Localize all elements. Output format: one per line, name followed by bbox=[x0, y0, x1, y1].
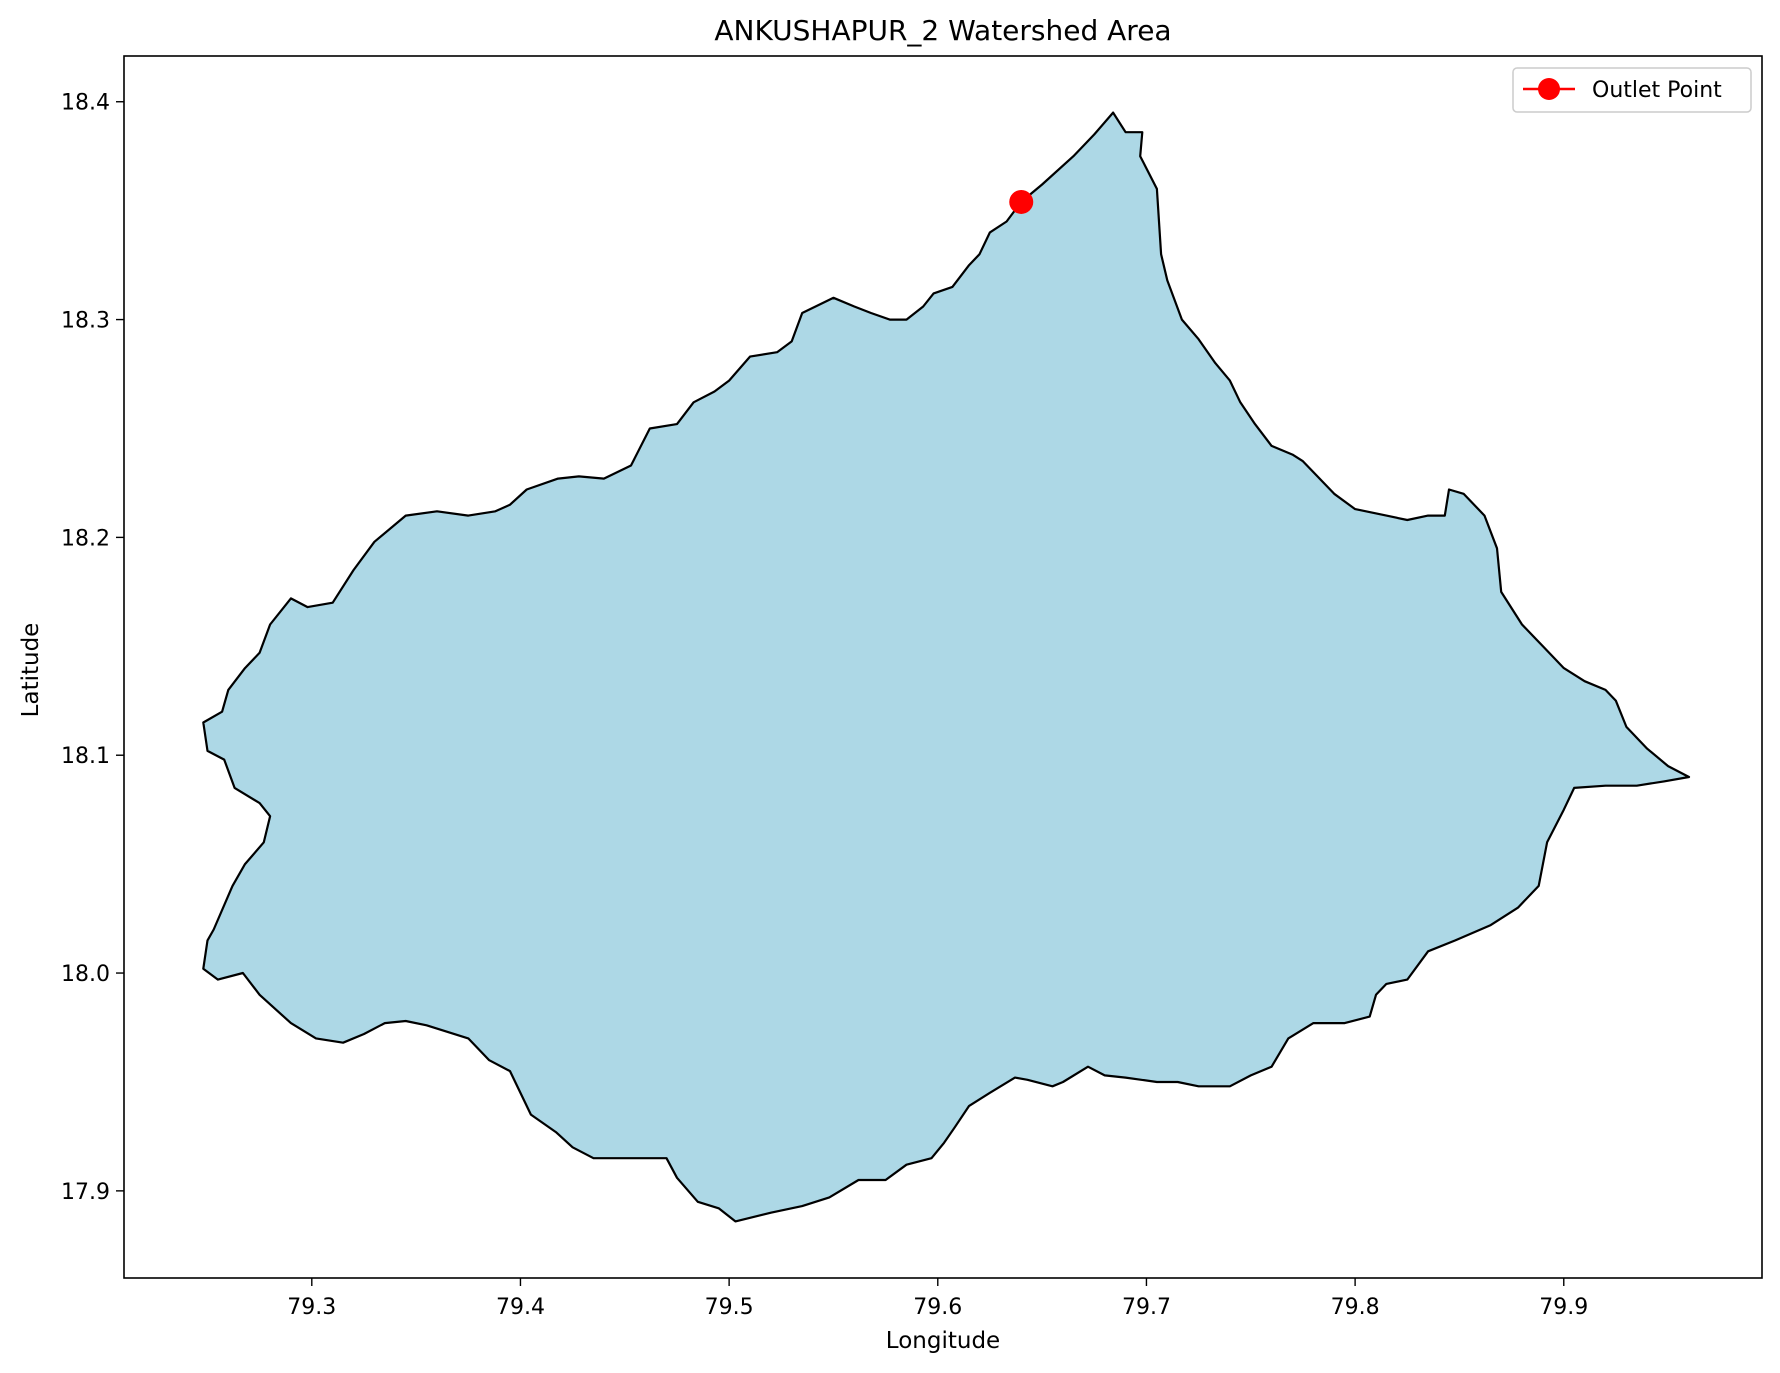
legend-box bbox=[1512, 67, 1752, 113]
x-tick-label: 79.9 bbox=[1539, 1295, 1588, 1320]
y-tick-label: 18.1 bbox=[61, 744, 110, 769]
legend-label-outlet: Outlet Point bbox=[1592, 78, 1722, 103]
axes-frame bbox=[123, 55, 1763, 1279]
x-axis: 79.3 79.4 79.5 79.6 79.7 79.8 79.9 bbox=[287, 1278, 1588, 1320]
legend-marker-dot bbox=[1538, 78, 1560, 100]
y-tick-label: 18.4 bbox=[61, 91, 110, 116]
x-tick-label: 79.5 bbox=[705, 1295, 754, 1320]
outlet-point bbox=[1009, 189, 1034, 214]
y-axis-label: Latitude bbox=[18, 623, 44, 718]
watershed-polygon bbox=[202, 111, 1691, 1223]
x-tick-label: 79.8 bbox=[1331, 1295, 1380, 1320]
x-tick-label: 79.4 bbox=[496, 1295, 545, 1320]
y-tick-label: 17.9 bbox=[61, 1180, 110, 1205]
legend: Outlet Point bbox=[1512, 67, 1752, 113]
y-tick-label: 18.2 bbox=[61, 526, 110, 551]
plot-area bbox=[123, 55, 1763, 1279]
x-tick-label: 79.6 bbox=[913, 1295, 962, 1320]
x-axis-label: Longitude bbox=[886, 1328, 1000, 1354]
y-tick-label: 18.0 bbox=[61, 962, 110, 987]
x-tick-label: 79.7 bbox=[1122, 1295, 1171, 1320]
map-title: ANKUSHAPUR_2 Watershed Area bbox=[714, 14, 1171, 47]
y-tick-label: 18.3 bbox=[61, 309, 110, 334]
y-axis: 17.9 18.0 18.1 18.2 18.3 18.4 bbox=[61, 91, 124, 1205]
x-tick-label: 79.3 bbox=[287, 1295, 336, 1320]
